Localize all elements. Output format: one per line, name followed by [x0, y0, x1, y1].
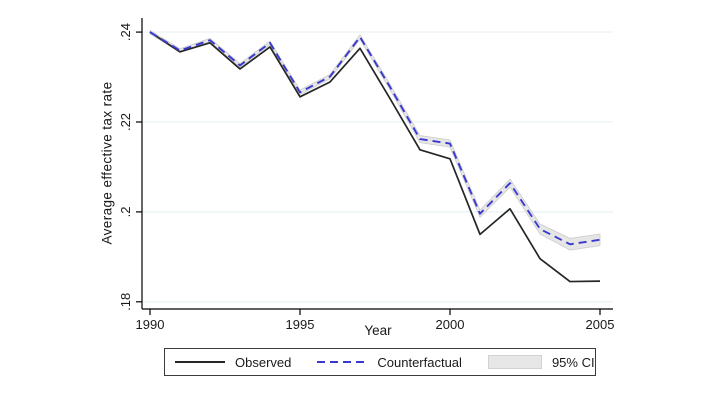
observed-line-sample	[175, 361, 225, 363]
y-axis-title: Average effective tax rate	[99, 81, 115, 245]
x-axis-title: Year	[364, 323, 392, 338]
ci-swatch	[487, 355, 542, 369]
legend-label-observed: Observed	[235, 354, 292, 370]
x-tick-label: 1990	[136, 317, 165, 332]
x-tick-label: 2005	[586, 317, 615, 332]
observed-line	[149, 31, 601, 283]
y-tick-label: .2	[118, 206, 133, 217]
legend: Observed Counterfactual 95% CI	[164, 348, 596, 376]
ci-band	[149, 29, 601, 251]
legend-label-counterfactual: Counterfactual	[377, 354, 462, 370]
x-tick-label: 1995	[286, 317, 315, 332]
y-tick-label: .24	[118, 23, 133, 41]
x-tick-label: 2000	[436, 317, 465, 332]
y-tick-label: .22	[118, 113, 133, 131]
legend-label-ci: 95% CI	[551, 354, 595, 370]
y-tick-label: .18	[118, 293, 133, 311]
counterfactual-line	[149, 31, 601, 246]
counterfactual-line-sample	[317, 361, 368, 363]
